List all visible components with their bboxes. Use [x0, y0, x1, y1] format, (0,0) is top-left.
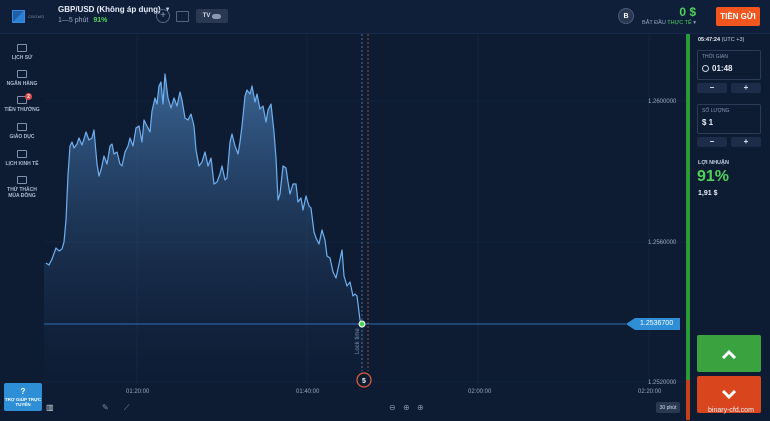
- online-help-button[interactable]: ? TRỢ GIÚP TRỰC TUYẾN: [4, 383, 42, 411]
- question-icon: ?: [20, 386, 26, 396]
- sidebar-item-education[interactable]: GIÁO DỤC: [0, 123, 44, 140]
- amount-plus-button[interactable]: +: [731, 137, 761, 147]
- x-tick-label: 02:00:00: [468, 389, 492, 395]
- price-area: [44, 74, 365, 384]
- history-icon: [17, 44, 27, 52]
- asset-payout: 91%: [93, 17, 108, 24]
- top-bar: CBOMG GBP/USD (Không áp dụng) ▼ 1—5 phút…: [0, 0, 770, 34]
- clock-icon: [702, 65, 709, 72]
- amount-stepper: − +: [697, 137, 761, 147]
- chart-toolbar: ▥ ✎ ⟋ ⊖ ⊕ ⊕ 30 phút: [44, 400, 686, 416]
- layout-button[interactable]: [176, 11, 189, 22]
- draw-pencil-icon[interactable]: ✎: [102, 403, 109, 412]
- plus-icon: +: [160, 10, 166, 21]
- watermark: binary-cfd.com: [708, 407, 754, 414]
- chevron-down-icon: ▾: [693, 20, 696, 26]
- balance-selector[interactable]: 0 $ BẮT ĐẦU THỰC TẾ ▾: [640, 5, 696, 26]
- arrow-down-icon: [721, 389, 737, 399]
- y-tick-label: 1.2600000: [648, 99, 677, 105]
- sidebar-item-history[interactable]: LỊCH SỬ: [0, 44, 44, 61]
- toggle-switch-icon: [212, 13, 222, 19]
- profit-amount: 1,91 $: [698, 190, 718, 197]
- logo-mark-icon: [12, 9, 25, 23]
- tradingview-label: TV: [202, 13, 211, 19]
- fit-screen-icon[interactable]: ⊕: [403, 403, 410, 412]
- sidebar-item-label: NGÂN HÀNG: [6, 81, 38, 87]
- zoom-out-icon[interactable]: ⊖: [389, 403, 396, 412]
- price-tag-shape: [626, 318, 680, 330]
- deposit-button[interactable]: TIỀN GỬI: [716, 7, 760, 26]
- time-value: 01:48: [712, 64, 733, 73]
- sidebar: LỊCH SỬ NGÂN HÀNG 2 TIỀN THƯỞNG GIÁO DỤC…: [0, 34, 44, 421]
- chart-svg: 1.2600000 1.2560000 1.2520000 01:20:00 0…: [44, 34, 686, 395]
- sidebar-item-label: LỊCH SỬ: [11, 55, 33, 61]
- price-chart[interactable]: 1.2600000 1.2560000 1.2520000 01:20:00 0…: [44, 34, 686, 421]
- sidebar-item-label: TIỀN THƯỞNG: [4, 107, 40, 113]
- server-time: 05:47:24: [698, 37, 721, 43]
- graduation-cap-icon: [17, 123, 27, 131]
- sidebar-item-winter-challenge[interactable]: THỬ THÁCH MÙA ĐÔNG: [0, 176, 44, 199]
- trophy-icon: [17, 176, 27, 184]
- arrow-up-icon: [721, 349, 737, 359]
- logo[interactable]: CBOMG: [12, 8, 52, 24]
- y-tick-label: 1.2520000: [648, 380, 677, 386]
- profit-percent: 91%: [697, 168, 730, 185]
- time-field[interactable]: THỜI GIAN 01:48: [697, 50, 761, 80]
- calendar-icon: [17, 150, 27, 158]
- bank-icon: [17, 70, 27, 78]
- x-tick-label: 01:40:00: [296, 389, 320, 395]
- call-up-button[interactable]: [697, 335, 761, 372]
- current-point: [358, 320, 366, 328]
- lock-time-text: Lock time: [355, 328, 361, 354]
- profit-label: LỢI NHUẬN: [698, 160, 729, 166]
- gift-icon: 2: [17, 93, 32, 104]
- chevron-down-icon: ▼: [164, 6, 171, 13]
- sidebar-item-economic-calendar[interactable]: LỊCH KINH TẾ: [0, 150, 44, 167]
- sidebar-item-label: GIÁO DỤC: [9, 134, 35, 140]
- put-down-button[interactable]: [697, 376, 761, 413]
- asset-selector[interactable]: GBP/USD (Không áp dụng) ▼ 1—5 phút 91%: [58, 5, 171, 24]
- account-level-icon[interactable]: B: [618, 8, 634, 24]
- timezone: (UTC +3): [721, 37, 745, 43]
- current-price-label: 1.2536700: [626, 318, 680, 330]
- tradingview-toggle[interactable]: TV: [196, 9, 228, 23]
- notification-badge: 2: [25, 93, 32, 100]
- sidebar-item-bonus[interactable]: 2 TIỀN THƯỞNG: [0, 93, 44, 113]
- expiry-marker-text: 5: [362, 378, 366, 385]
- time-stepper: − +: [697, 83, 761, 93]
- amount-field[interactable]: SỐ LƯỢNG $ 1: [697, 104, 761, 134]
- x-tick-label: 01:20:00: [126, 389, 150, 395]
- add-asset-button[interactable]: +: [156, 9, 170, 23]
- amount-value: $ 1: [702, 118, 714, 127]
- time-minus-button[interactable]: −: [697, 83, 727, 93]
- timeframe-button[interactable]: 30 phút: [656, 402, 680, 413]
- sidebar-item-label: THỬ THÁCH MÙA ĐÔNG: [7, 187, 37, 199]
- account-prefix: BẮT ĐẦU: [642, 20, 666, 26]
- asset-timeframe: 1—5 phút: [58, 17, 89, 24]
- sidebar-item-label: LỊCH KINH TẾ: [5, 161, 39, 167]
- balance-amount: 0 $: [679, 5, 696, 19]
- amount-label: SỐ LƯỢNG: [702, 108, 730, 114]
- asset-name: GBP/USD (Không áp dụng): [58, 5, 161, 14]
- price-line: [45, 73, 363, 325]
- logo-text: CBOMG: [28, 13, 45, 19]
- account-type: THỰC TẾ: [667, 20, 692, 26]
- amount-minus-button[interactable]: −: [697, 137, 727, 147]
- chart-type-icon[interactable]: ▥: [46, 403, 54, 412]
- x-tick-label: 02:20:00: [638, 389, 662, 395]
- time-label: THỜI GIAN: [702, 54, 728, 60]
- zoom-in-icon[interactable]: ⊕: [417, 403, 424, 412]
- y-tick-label: 1.2560000: [648, 240, 677, 246]
- time-plus-button[interactable]: +: [731, 83, 761, 93]
- sentiment-bar: [686, 34, 690, 420]
- indicators-icon[interactable]: ⟋: [124, 403, 130, 412]
- trade-panel: 05:47:24 (UTC +3) THỜI GIAN 01:48 − + SỐ…: [694, 34, 770, 421]
- current-price-value: 1.2536700: [640, 320, 674, 327]
- sidebar-item-bank[interactable]: NGÂN HÀNG: [0, 70, 44, 87]
- expiry-marker-circle: [356, 372, 372, 388]
- sentiment-bar-sell: [686, 380, 690, 420]
- help-label: TRỢ GIÚP TRỰC TUYẾN: [4, 396, 42, 407]
